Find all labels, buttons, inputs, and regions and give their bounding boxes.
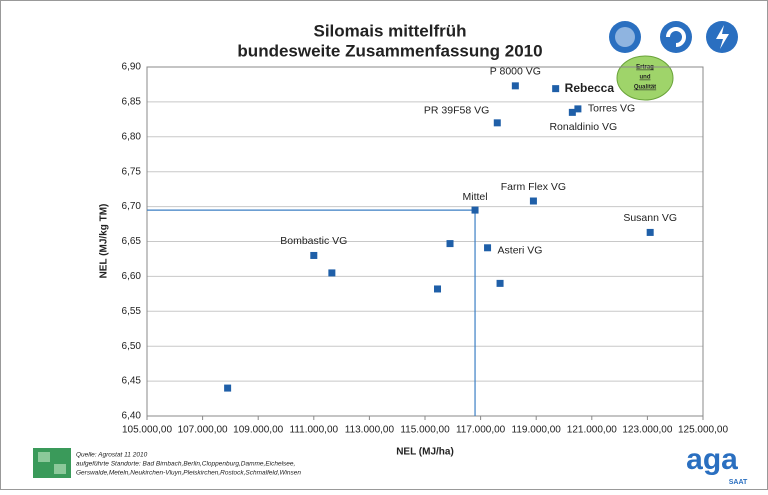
point bbox=[568, 108, 576, 116]
point-label: Susann VG bbox=[623, 212, 677, 224]
y-tick-label: 6,50 bbox=[122, 341, 142, 352]
x-tick-label: 109.000,00 bbox=[233, 425, 283, 436]
footnote: aufgeführte Standorte: Bad Birnbach,Berl… bbox=[76, 461, 296, 468]
footnote: Gerswalde,Meteln,Neukirchen-Vluyn,Pleisk… bbox=[76, 470, 301, 477]
point bbox=[328, 269, 336, 277]
badge-text: und bbox=[640, 75, 651, 81]
x-tick-label: 121.000,00 bbox=[567, 425, 617, 436]
y-tick-label: 6,90 bbox=[122, 62, 142, 73]
icons bbox=[609, 21, 738, 53]
point bbox=[484, 244, 492, 252]
chart-title: bundesweite Zusammenfassung 2010 bbox=[237, 41, 542, 60]
point-label: Asteri VG bbox=[498, 245, 543, 257]
logo: SAAT bbox=[729, 479, 748, 486]
x-tick-label: 111.000,00 bbox=[290, 425, 339, 436]
y-tick-label: 6,75 bbox=[122, 166, 142, 177]
point bbox=[434, 285, 442, 293]
y-tick-label: 6,70 bbox=[122, 201, 142, 212]
y-tick-label: 6,45 bbox=[122, 376, 142, 387]
plot-area bbox=[146, 66, 704, 417]
x-tick-label: 115.000,00 bbox=[400, 425, 450, 436]
x-tick-label: 113.000,00 bbox=[345, 425, 395, 436]
x-tick-label: 117.000,00 bbox=[456, 425, 506, 436]
point bbox=[496, 279, 504, 287]
x-tick-label: 105.000,00 bbox=[122, 425, 172, 436]
point bbox=[574, 105, 582, 113]
point-label: Rebecca bbox=[565, 81, 615, 95]
point bbox=[471, 206, 479, 214]
point bbox=[224, 384, 232, 392]
x-axis-label: NEL (MJ/ha) bbox=[396, 447, 454, 458]
y-tick-label: 6,55 bbox=[122, 306, 142, 317]
y-tick-label: 6,85 bbox=[122, 97, 142, 108]
y-axis-label: NEL (MJ/kg TM) bbox=[99, 204, 110, 279]
point-label: PR 39F58 VG bbox=[424, 105, 489, 117]
x-tick-label: 123.000,00 bbox=[622, 425, 672, 436]
y-tick-label: 6,60 bbox=[122, 271, 142, 282]
point-label: Torres VG bbox=[588, 103, 635, 115]
point-label: Bombastic VG bbox=[280, 235, 347, 247]
badge-text: Qualität bbox=[634, 85, 656, 91]
badge-text: Ertrag bbox=[636, 65, 654, 71]
logo: aga bbox=[686, 443, 738, 476]
point bbox=[646, 228, 654, 236]
footnote: Quelle: Agrostat 11 2010 bbox=[76, 452, 148, 459]
chart-title: Silomais mittelfrüh bbox=[313, 21, 466, 40]
point bbox=[529, 197, 537, 205]
x-tick-label: 107.000,00 bbox=[178, 425, 228, 436]
point-label: P 8000 VG bbox=[490, 66, 541, 78]
y-tick-label: 6,40 bbox=[122, 411, 142, 422]
point bbox=[446, 240, 454, 248]
y-tick-label: 6,65 bbox=[122, 236, 142, 247]
logo-square bbox=[33, 448, 71, 478]
y-tick-label: 6,80 bbox=[122, 131, 142, 142]
point bbox=[310, 251, 318, 259]
x-tick-label: 119.000,00 bbox=[512, 425, 562, 436]
point bbox=[552, 85, 560, 93]
point-label: Ronaldinio VG bbox=[549, 121, 617, 133]
point bbox=[493, 119, 501, 127]
x-tick-label: 125.000,00 bbox=[678, 425, 728, 436]
point bbox=[511, 82, 519, 90]
point-label: Farm Flex VG bbox=[501, 181, 566, 193]
point-label: Mittel bbox=[462, 191, 487, 203]
